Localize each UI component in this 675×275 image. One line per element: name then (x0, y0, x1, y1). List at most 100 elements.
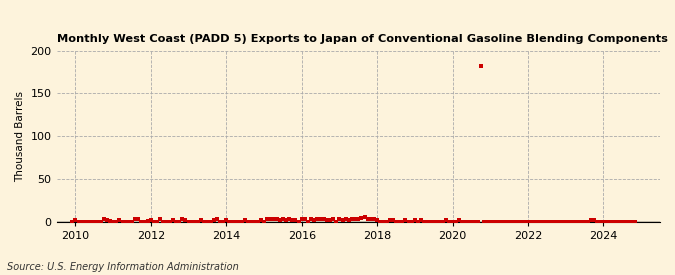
Point (469, 219, 480, 224)
Point (70, 218, 81, 222)
Point (450, 219, 461, 224)
Point (265, 217, 275, 221)
Point (255, 218, 266, 222)
Point (302, 219, 313, 224)
Point (89, 219, 100, 224)
Point (608, 219, 618, 224)
Point (566, 219, 577, 224)
Point (630, 219, 641, 224)
Point (535, 219, 546, 224)
Point (617, 219, 628, 224)
Point (583, 219, 593, 224)
Point (306, 217, 317, 221)
Point (456, 219, 467, 224)
Point (626, 219, 637, 224)
Point (529, 219, 540, 224)
Point (620, 219, 631, 224)
Point (145, 218, 156, 222)
Point (576, 219, 587, 224)
Point (95, 219, 106, 224)
Point (394, 219, 404, 224)
Point (482, 219, 493, 224)
Point (124, 219, 134, 224)
Point (177, 217, 188, 221)
Point (356, 216, 367, 221)
Point (623, 219, 634, 224)
Point (227, 219, 238, 224)
Point (249, 219, 260, 224)
Point (331, 219, 342, 224)
Point (205, 219, 216, 224)
Point (516, 219, 527, 224)
Point (391, 219, 402, 224)
Point (136, 219, 146, 224)
Point (589, 218, 599, 222)
Point (444, 219, 455, 224)
Point (595, 219, 605, 224)
Point (614, 219, 624, 224)
Point (287, 218, 298, 222)
Point (127, 219, 138, 224)
Y-axis label: Thousand Barrels: Thousand Barrels (15, 91, 25, 182)
Point (384, 218, 395, 222)
Point (271, 217, 282, 221)
Point (101, 218, 112, 222)
Point (155, 217, 165, 221)
Point (353, 217, 364, 221)
Point (196, 218, 207, 222)
Point (86, 219, 97, 224)
Point (551, 219, 562, 224)
Point (152, 219, 163, 224)
Point (234, 219, 244, 224)
Point (211, 217, 222, 221)
Point (274, 218, 285, 222)
Point (221, 218, 232, 222)
Point (277, 217, 288, 221)
Point (296, 217, 307, 221)
Point (76, 219, 87, 224)
Point (99, 217, 109, 221)
Point (337, 218, 348, 222)
Point (387, 218, 398, 222)
Point (560, 219, 571, 224)
Point (545, 219, 556, 224)
Point (67, 219, 78, 224)
Point (381, 219, 392, 224)
Point (541, 219, 552, 224)
Text: Monthly West Coast (PADD 5) Exports to Japan of Conventional Gasoline Blending C: Monthly West Coast (PADD 5) Exports to J… (57, 34, 668, 44)
Point (114, 218, 125, 222)
Point (218, 219, 229, 224)
Point (80, 219, 90, 224)
Point (425, 219, 436, 224)
Point (539, 219, 549, 224)
Point (406, 219, 417, 224)
Point (117, 219, 128, 224)
Point (510, 219, 521, 224)
Point (252, 219, 263, 224)
Point (183, 219, 194, 224)
Point (167, 218, 178, 222)
Point (441, 218, 452, 222)
Point (142, 219, 153, 223)
Point (321, 218, 332, 222)
Point (463, 219, 474, 224)
Point (522, 219, 533, 224)
Point (372, 218, 383, 222)
Point (73, 219, 84, 224)
Point (171, 219, 182, 224)
Point (532, 219, 543, 224)
Point (554, 219, 565, 224)
Point (369, 217, 379, 221)
Point (447, 219, 458, 224)
Point (82, 219, 93, 224)
Point (475, 64, 486, 68)
Point (573, 219, 584, 224)
Point (148, 219, 159, 224)
Point (460, 219, 470, 224)
Point (300, 217, 310, 221)
Point (598, 219, 609, 224)
Point (378, 219, 389, 224)
Point (422, 219, 433, 224)
Point (243, 219, 254, 224)
Point (158, 219, 169, 224)
